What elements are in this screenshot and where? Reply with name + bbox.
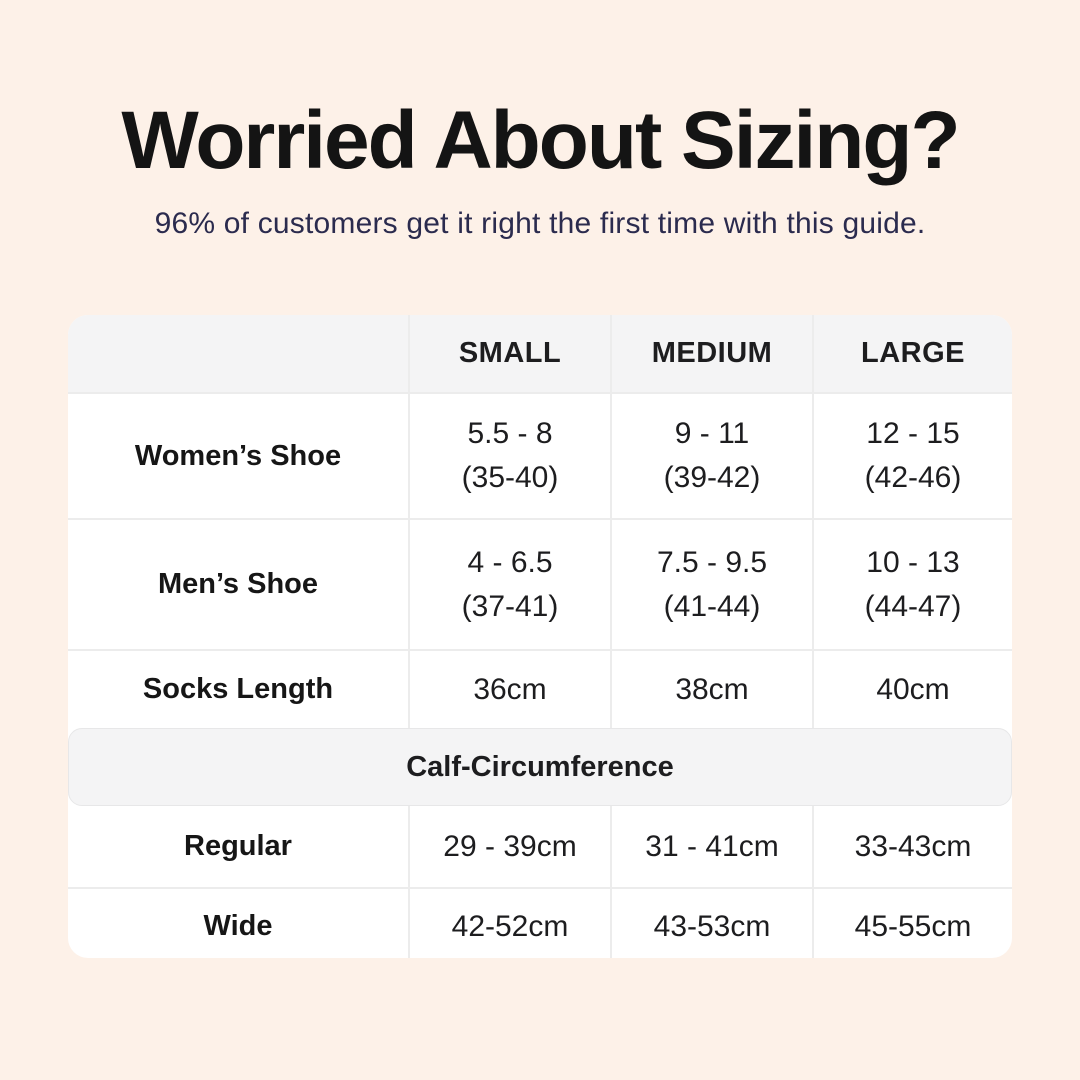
cell-value-line: 9 - 11	[674, 417, 750, 450]
size-table: SMALL MEDIUM LARGE Women’s Shoe 5.5 - 8 …	[68, 315, 1012, 958]
row-label: Regular	[68, 806, 410, 887]
cell-mens-small: 4 - 6.5 (37-41)	[410, 520, 612, 649]
cell-value-line: 5.5 - 8	[467, 417, 553, 450]
cell-value-line: 33-43cm	[854, 829, 972, 863]
cell-value-line: 36cm	[473, 672, 547, 706]
cell-wide-medium: 43-53cm	[612, 889, 814, 958]
cell-womens-small: 5.5 - 8 (35-40)	[410, 394, 612, 518]
cell-value-line: 10 - 13	[866, 545, 960, 579]
header-empty-cell	[68, 315, 410, 392]
cell-value-line: (44-47)	[864, 589, 962, 623]
cell-wide-large: 45-55cm	[814, 889, 1012, 958]
cell-value-line: 43-53cm	[653, 909, 771, 943]
cell-wide-small: 42-52cm	[410, 889, 612, 958]
table-row-wide: Wide 42-52cm 43-53cm 45-55cm	[68, 887, 1012, 958]
row-label: Women’s Shoe	[68, 394, 410, 518]
cell-value-line: 29 - 39cm	[443, 829, 577, 863]
row-label: Wide	[68, 889, 410, 958]
cell-socks-small: 36cm	[410, 651, 612, 728]
table-header-row: SMALL MEDIUM LARGE	[68, 315, 1012, 394]
cell-regular-large: 33-43cm	[814, 806, 1012, 887]
cell-womens-large: 12 - 15 (42-46)	[814, 394, 1012, 518]
row-label: Socks Length	[68, 651, 410, 728]
cell-value-line: (42-46)	[864, 461, 962, 494]
cell-value-line: 31 - 41cm	[645, 829, 779, 863]
cell-value-line: 45-55cm	[854, 909, 972, 943]
cell-value-line: 42-52cm	[451, 909, 569, 943]
cell-womens-medium: 9 - 11 (39-42)	[612, 394, 814, 518]
cell-mens-medium: 7.5 - 9.5 (41-44)	[612, 520, 814, 649]
table-row-socks-length: Socks Length 36cm 38cm 40cm	[68, 649, 1012, 728]
cell-mens-large: 10 - 13 (44-47)	[814, 520, 1012, 649]
table-row-mens-shoe: Men’s Shoe 4 - 6.5 (37-41) 7.5 - 9.5 (41…	[68, 518, 1012, 649]
section-header-calf-circumference: Calf-Circumference	[68, 728, 1012, 806]
column-header-small: SMALL	[410, 315, 612, 392]
row-label: Men’s Shoe	[68, 520, 410, 649]
cell-value-line: (39-42)	[663, 461, 761, 494]
cell-regular-medium: 31 - 41cm	[612, 806, 814, 887]
cell-value-line: 7.5 - 9.5	[656, 545, 768, 579]
cell-value-line: (41-44)	[663, 589, 761, 623]
cell-socks-large: 40cm	[814, 651, 1012, 728]
cell-regular-small: 29 - 39cm	[410, 806, 612, 887]
table-row-regular: Regular 29 - 39cm 31 - 41cm 33-43cm	[68, 806, 1012, 887]
cell-value-line: 4 - 6.5	[467, 545, 553, 579]
cell-socks-medium: 38cm	[612, 651, 814, 728]
cell-value-line: 38cm	[675, 672, 749, 706]
cell-value-line: 40cm	[876, 672, 950, 706]
page-subtitle: 96% of customers get it right the first …	[154, 207, 926, 240]
cell-value-line: 12 - 15	[866, 417, 960, 450]
column-header-large: LARGE	[861, 337, 965, 369]
page-title: Worried About Sizing?	[121, 95, 960, 186]
cell-value-line: (37-41)	[461, 589, 559, 623]
cell-value-line: (35-40)	[461, 461, 559, 494]
table-row-womens-shoe: Women’s Shoe 5.5 - 8 (35-40) 9 - 11 (39-…	[68, 394, 1012, 518]
column-header-medium: MEDIUM	[612, 315, 814, 392]
